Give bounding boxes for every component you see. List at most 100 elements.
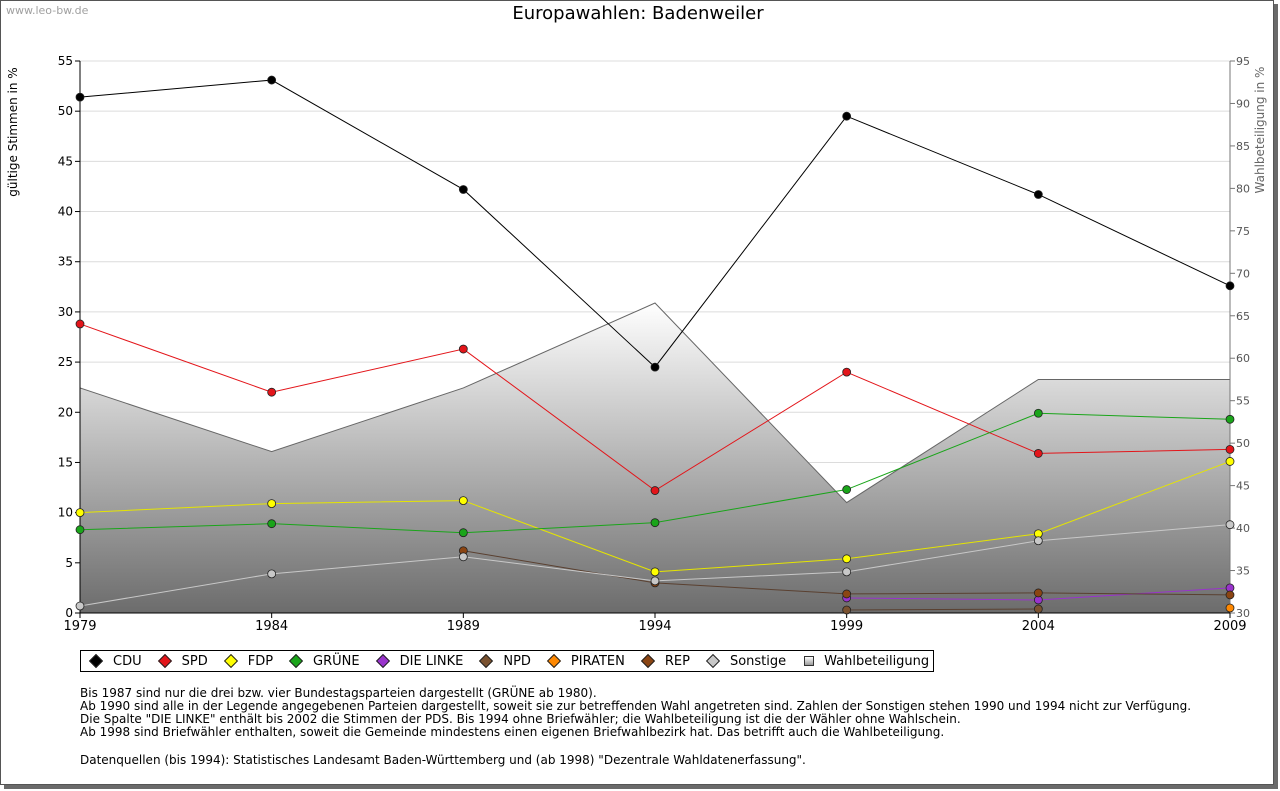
legend-label: FDP: [247, 653, 274, 669]
x-tick-label: 2009: [1213, 619, 1246, 634]
legend-marker: [640, 653, 655, 669]
y-tick-label: 45: [58, 154, 73, 168]
y2-axis-label: Wahlbeteiligung in %: [1253, 67, 1267, 194]
data-point-rep: [1225, 590, 1235, 600]
x-tick-label: 1989: [447, 619, 480, 634]
legend-marker: [223, 653, 238, 669]
legend-marker: [546, 653, 561, 669]
y2-tick-label: 80: [1236, 182, 1250, 195]
legend-label: GRÜNE: [313, 653, 360, 669]
x-tick-label: 1979: [63, 619, 96, 634]
y-tick-label: 50: [58, 104, 73, 118]
data-point-grüne: [650, 518, 660, 528]
legend-item: Sonstige: [704, 654, 786, 669]
y-tick-label: 35: [58, 255, 73, 269]
data-point-piraten: [1225, 603, 1235, 613]
legend-marker: [288, 653, 304, 669]
data-point-sonstige: [1225, 520, 1235, 530]
note-line: Bis 1987 sind nur die drei bzw. vier Bun…: [80, 686, 597, 700]
data-point-cdu: [458, 185, 468, 194]
note-line: Die Spalte "DIE LINKE" enthält bis 2002 …: [80, 712, 961, 726]
y2-tick-label: 70: [1236, 267, 1250, 280]
legend-marker: [705, 653, 721, 669]
data-point-sonstige: [1033, 536, 1043, 546]
x-tick-label: 2004: [1022, 619, 1055, 634]
legend-item: SPD: [156, 654, 208, 669]
note-line: Ab 1990 sind alle in der Legende angegeb…: [80, 699, 1192, 713]
data-point-grüne: [842, 485, 852, 494]
y-tick-label: 5: [65, 556, 73, 570]
data-point-cdu: [650, 362, 660, 372]
y2-tick-label: 40: [1236, 522, 1250, 535]
legend-label: DIE LINKE: [399, 653, 464, 669]
legend-item: CDU: [87, 654, 142, 669]
y-tick-label: 0: [65, 606, 73, 620]
data-point-sonstige: [267, 569, 277, 579]
turnout-area: [79, 302, 1231, 614]
y2-tick-label: 95: [1236, 55, 1250, 68]
data-point-cdu: [267, 75, 277, 85]
chart-title: Europawahlen: Badenweiler: [512, 3, 764, 24]
data-point-spd: [842, 367, 852, 377]
data-point-sonstige: [842, 567, 852, 577]
y-tick-label: 55: [58, 54, 73, 68]
legend-label: PIRATEN: [570, 653, 625, 669]
data-point-npd: [842, 605, 852, 615]
data-point-rep: [842, 589, 852, 599]
notes: Bis 1987 sind nur die drei bzw. vier Bun…: [80, 687, 1191, 739]
chart-area: 0 5 10 15 20 25 30 35 40 45 50 55 30 35 40 45 50 55 60 65 70…: [6, 54, 1267, 634]
data-point-grüne: [267, 519, 277, 529]
data-point-npd: [1033, 604, 1043, 614]
source-note: Datenquellen (bis 1994): Statistisches L…: [80, 753, 806, 767]
legend-label: NPD: [503, 653, 531, 669]
data-point-sonstige: [458, 552, 468, 562]
legend-label: SPD: [181, 653, 208, 669]
legend-marker: [375, 653, 390, 669]
legend-marker: [157, 653, 172, 669]
y2-tick-label: 90: [1236, 97, 1250, 110]
y-tick-label: 40: [58, 205, 73, 219]
legend-label: REP: [664, 653, 690, 669]
data-point-fdp: [1225, 457, 1235, 466]
x-tick-label: 1999: [830, 619, 863, 634]
y2-tick-label: 65: [1236, 310, 1250, 323]
data-point-cdu: [75, 92, 85, 102]
data-point-grüne: [1225, 414, 1235, 424]
data-point-spd: [75, 319, 85, 329]
y2-tick-label: 45: [1236, 480, 1250, 493]
y-tick-label: 15: [58, 455, 73, 469]
legend-item: NPD: [477, 654, 531, 669]
data-point-grüne: [75, 525, 85, 535]
y2-tick-label: 75: [1236, 225, 1250, 238]
data-point-spd: [458, 344, 468, 354]
legend-item: Wahlbeteiligung: [800, 654, 929, 669]
legend-item: DIE LINKE: [374, 653, 464, 669]
data-point-fdp: [842, 554, 852, 564]
y2-tick-label: 50: [1236, 437, 1250, 450]
legend-item: GRÜNE: [287, 654, 360, 669]
data-point-spd: [650, 486, 660, 495]
y-tick-label: 10: [58, 506, 73, 520]
data-point-cdu: [1033, 190, 1043, 199]
data-point-sonstige: [75, 601, 85, 611]
y2-tick-label: 85: [1236, 140, 1250, 153]
data-point-spd: [267, 387, 277, 397]
data-point-fdp: [75, 508, 85, 518]
data-point-rep: [1033, 588, 1043, 598]
legend-label: Wahlbeteiligung: [824, 653, 930, 669]
data-point-cdu: [1225, 281, 1235, 291]
y2-tick-label: 30: [1236, 607, 1250, 620]
y2-tick-label: 60: [1236, 352, 1250, 365]
legend-marker: [479, 653, 494, 669]
data-point-fdp: [650, 567, 660, 577]
legend-marker: [88, 653, 104, 669]
y-tick-label: 25: [58, 355, 73, 369]
data-point-grüne: [1033, 408, 1043, 418]
legend-marker: [804, 656, 815, 666]
data-point-sonstige: [650, 576, 660, 586]
y-tick-label: 30: [58, 305, 73, 319]
legend-item: PIRATEN: [545, 654, 625, 669]
legend-label: Sonstige: [729, 653, 787, 669]
legend-label: CDU: [113, 653, 142, 669]
y-axis-label: gültige Stimmen in %: [6, 67, 20, 196]
